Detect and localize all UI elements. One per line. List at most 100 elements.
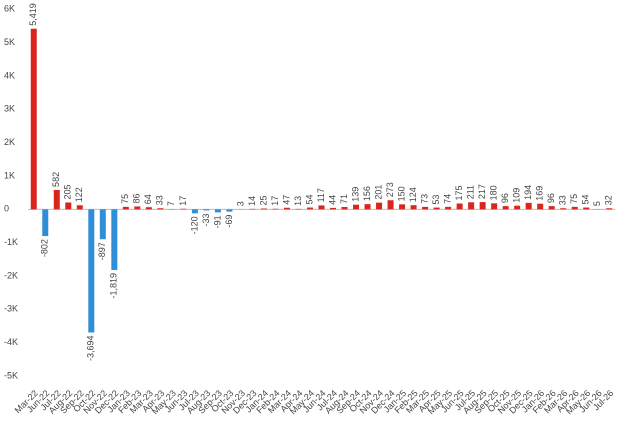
data-label: -802 bbox=[40, 239, 50, 257]
bar bbox=[318, 205, 325, 210]
data-label: 53 bbox=[431, 195, 441, 205]
data-label: 7 bbox=[166, 201, 176, 206]
data-label: 54 bbox=[304, 195, 314, 205]
y-tick-label: -5K bbox=[4, 370, 18, 380]
data-label: 44 bbox=[327, 195, 337, 205]
data-label: 175 bbox=[454, 185, 464, 200]
bar bbox=[445, 206, 452, 210]
bar bbox=[410, 205, 417, 210]
bar bbox=[283, 207, 290, 210]
data-label: 139 bbox=[350, 187, 360, 202]
bar bbox=[571, 206, 578, 210]
data-label: 205 bbox=[63, 184, 73, 199]
data-label: 3 bbox=[235, 201, 245, 206]
data-label: 582 bbox=[51, 172, 61, 187]
data-label: -897 bbox=[97, 242, 107, 260]
bar bbox=[88, 209, 95, 333]
data-label: 54 bbox=[581, 195, 591, 205]
data-label: 124 bbox=[408, 187, 418, 202]
bar bbox=[53, 189, 60, 210]
bar bbox=[606, 208, 613, 210]
bar bbox=[272, 208, 279, 210]
bar bbox=[537, 203, 544, 210]
data-label: 13 bbox=[293, 196, 303, 206]
data-label: 117 bbox=[316, 188, 326, 202]
y-tick-label: -3K bbox=[4, 304, 18, 314]
bar bbox=[353, 204, 360, 210]
data-label: 201 bbox=[373, 185, 383, 200]
bar bbox=[468, 202, 475, 210]
bar bbox=[502, 206, 509, 210]
y-tick-label: 2K bbox=[4, 137, 15, 147]
bar bbox=[583, 207, 590, 210]
bar bbox=[387, 200, 394, 210]
bar bbox=[180, 208, 187, 210]
data-label: 109 bbox=[512, 188, 522, 203]
data-label: 180 bbox=[489, 185, 499, 200]
bar bbox=[226, 209, 233, 212]
data-label: 71 bbox=[339, 194, 349, 204]
bar bbox=[364, 204, 371, 210]
y-tick-label: -4K bbox=[4, 337, 18, 347]
bar bbox=[122, 206, 129, 210]
y-tick-label: 5K bbox=[4, 37, 15, 47]
data-label: 86 bbox=[132, 193, 142, 203]
data-label: 25 bbox=[258, 195, 268, 205]
data-label: 14 bbox=[247, 196, 257, 206]
data-label: 217 bbox=[477, 184, 487, 199]
bar bbox=[65, 202, 72, 210]
data-label: -69 bbox=[224, 215, 234, 228]
data-label: -33 bbox=[201, 213, 211, 226]
bar bbox=[306, 207, 313, 210]
bar bbox=[42, 209, 49, 237]
data-label: 64 bbox=[143, 194, 153, 204]
bar bbox=[399, 204, 406, 210]
data-label: 194 bbox=[523, 185, 533, 200]
bar bbox=[341, 206, 348, 210]
bar bbox=[479, 202, 486, 210]
data-label: 211 bbox=[466, 185, 476, 199]
bar bbox=[111, 209, 118, 270]
data-label: 75 bbox=[120, 194, 130, 204]
y-tick-label: -2K bbox=[4, 270, 18, 280]
data-label: -3,694 bbox=[86, 335, 96, 361]
data-label: 17 bbox=[178, 196, 188, 206]
bar bbox=[203, 209, 210, 211]
bar bbox=[330, 207, 337, 210]
data-label: -1,819 bbox=[109, 273, 119, 299]
bar bbox=[525, 202, 532, 210]
bar bbox=[491, 203, 498, 210]
y-tick-label: 4K bbox=[4, 70, 15, 80]
data-label: 150 bbox=[396, 186, 406, 201]
bar bbox=[214, 209, 221, 213]
data-label: 74 bbox=[442, 194, 452, 204]
bar bbox=[456, 203, 463, 210]
data-label: 96 bbox=[500, 193, 510, 203]
data-label: 33 bbox=[558, 195, 568, 205]
data-label: 273 bbox=[385, 182, 395, 197]
y-tick-label: 1K bbox=[4, 170, 15, 180]
y-tick-label: 3K bbox=[4, 104, 15, 114]
data-label: -120 bbox=[189, 216, 199, 234]
data-label: 73 bbox=[419, 194, 429, 204]
data-label: 156 bbox=[362, 186, 372, 201]
bar bbox=[30, 28, 37, 210]
bar bbox=[99, 209, 106, 240]
bar bbox=[560, 208, 567, 210]
y-tick-label: 6K bbox=[4, 4, 15, 14]
bar bbox=[422, 206, 429, 210]
bar bbox=[76, 205, 83, 210]
data-label: 5,419 bbox=[28, 3, 38, 26]
y-tick-label: 0 bbox=[4, 204, 9, 214]
bar bbox=[145, 207, 152, 210]
bar bbox=[260, 208, 267, 210]
data-label: 122 bbox=[74, 187, 84, 202]
data-label: 32 bbox=[604, 195, 614, 205]
data-label: 5 bbox=[592, 201, 602, 206]
bar bbox=[191, 209, 198, 214]
data-label: -91 bbox=[212, 215, 222, 228]
data-label: 47 bbox=[281, 195, 291, 205]
data-label: 96 bbox=[546, 193, 556, 203]
y-tick-label: -1K bbox=[4, 237, 18, 247]
